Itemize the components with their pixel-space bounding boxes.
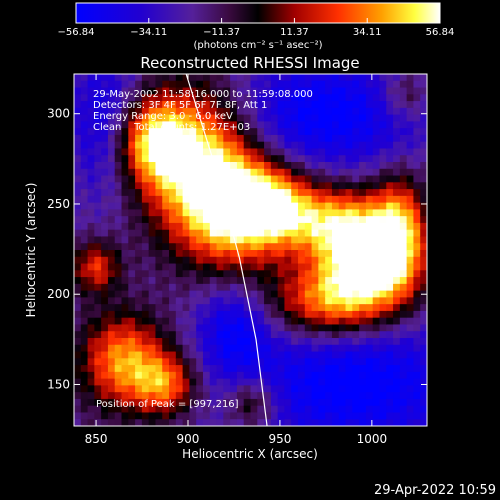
colorbar-tick-label: 34.11 [353,27,382,38]
heatmap-image [74,74,427,426]
colorbar-tick-label: −34.11 [130,27,167,38]
x-tick-label: 850 [85,432,108,446]
colorbar-tick-label: −56.84 [57,27,94,38]
axis-ticks: 850 900 950 1000 150 200 250 300 [47,74,427,446]
y-axis-label: Heliocentric Y (arcsec) [24,183,38,318]
peak-position-label: Position of Peak = [997,216] [96,399,239,410]
info-line-time: 29-May-2002 11:58:16.000 to 11:59:08.000 [93,89,313,100]
x-tick-label: 950 [268,432,291,446]
info-line-detectors: Detectors: 3F 4F 5F 6F 7F 8F, Att 1 [93,100,267,111]
y-tick-label: 300 [47,107,70,121]
colorbar-tick-label: 56.84 [426,27,455,38]
y-tick-label: 200 [47,287,70,301]
colorbar-ticks: −56.84 −34.11 −11.37 11.37 34.11 56.84 [57,18,454,38]
colorbar-tick-label: −11.37 [203,27,240,38]
colorbar-tick-label: 11.37 [280,27,309,38]
plot-frame [73,73,428,427]
info-line-energy: Energy Range: 3.0 - 6.0 keV [93,111,233,122]
x-tick-label: 1000 [357,432,388,446]
timestamp: 29-Apr-2022 10:59 [374,483,496,498]
info-line-counts: Clean Total counts: 1.27E+03 [93,122,250,133]
colorbar [75,2,441,24]
y-tick-label: 150 [47,377,70,391]
x-tick-label: 900 [177,432,200,446]
info-block: 29-May-2002 11:58:16.000 to 11:59:08.000… [93,89,313,133]
solar-limb-curve [185,74,268,426]
chart-title: Reconstructed RHESSI Image [140,54,359,72]
y-tick-label: 250 [47,197,70,211]
x-axis-label: Heliocentric X (arcsec) [182,447,318,461]
colorbar-unit-label: (photons cm⁻² s⁻¹ asec⁻²) [193,40,322,51]
